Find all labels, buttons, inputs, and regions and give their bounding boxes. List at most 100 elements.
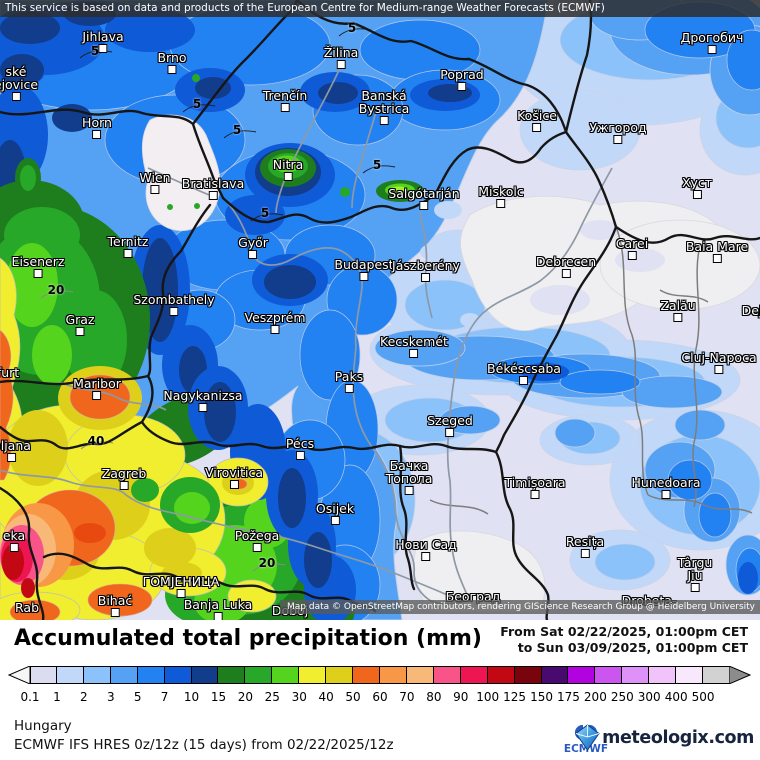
city-marker	[404, 486, 414, 495]
city-marker	[9, 543, 19, 552]
scale-tick-label: 50	[345, 690, 361, 704]
city-marker	[330, 516, 340, 525]
city-label: Debrecen	[536, 255, 596, 278]
scale-segment	[190, 666, 219, 684]
city-label: Zagreb	[102, 467, 146, 490]
city-label: Salgótarján	[388, 187, 460, 210]
city-marker	[530, 490, 540, 499]
city-label: eka	[3, 529, 25, 552]
city-marker	[409, 349, 419, 358]
scale-segment	[217, 666, 246, 684]
meteologix-logo[interactable]: meteologix.com	[575, 724, 754, 751]
city-marker	[11, 92, 21, 101]
city-label: Trenčín	[263, 89, 307, 112]
city-marker	[110, 608, 120, 617]
city-label: Carei	[616, 237, 648, 260]
scale-tick-label: 10	[183, 690, 200, 704]
scale-tick-label: 90	[453, 690, 469, 704]
city-label: Nagykanizsa	[163, 389, 243, 412]
contour-value-label: 5	[90, 44, 100, 58]
contour-value-label: 20	[258, 556, 276, 570]
scale-segment	[513, 666, 542, 684]
scale-tick-label: 30	[291, 690, 307, 704]
scale-tick-label: 40	[318, 690, 334, 704]
city-marker	[248, 250, 258, 259]
city-marker	[98, 44, 108, 53]
city-marker	[198, 403, 208, 412]
city-marker	[379, 116, 389, 125]
city-label: Cluj-Napoca	[681, 351, 757, 374]
legend-title: Accumulated total precipitation (mm)	[14, 626, 482, 651]
valid-from: From Sat 02/22/2025, 01:00pm CET	[500, 624, 748, 639]
city-label: Poprad	[440, 68, 484, 91]
city-marker	[673, 313, 683, 322]
scale-segment	[486, 666, 515, 684]
precipitation-color-scale: 0.1 1 2 3 5 7 10 15 20 25 30 40 50 60 70 80 90 100 125 150 1…	[8, 666, 752, 712]
city-marker	[280, 103, 290, 112]
city-marker	[519, 376, 529, 385]
city-label: Zalău	[660, 299, 696, 322]
scale-tick-label: 25	[264, 690, 280, 704]
city-marker	[419, 201, 429, 210]
city-marker	[445, 428, 455, 437]
city-marker	[169, 307, 179, 316]
city-label: Resița	[566, 535, 604, 558]
city-marker	[561, 269, 571, 278]
precipitation-map: This service is based on data and produc…	[0, 0, 760, 620]
city-marker	[627, 251, 637, 260]
scale-segment	[82, 666, 111, 684]
city-marker	[421, 552, 431, 561]
city-marker	[692, 190, 702, 199]
scale-segment	[594, 666, 623, 684]
scale-tick-label: 125	[503, 690, 527, 704]
city-marker	[123, 249, 133, 258]
city-marker	[714, 365, 724, 374]
city-label: Wien	[139, 171, 171, 194]
city-label: Banja Luka	[184, 598, 252, 620]
city-marker	[359, 272, 369, 281]
city-label: Brno	[157, 51, 187, 74]
city-marker	[33, 269, 43, 278]
city-label: Szeged	[427, 414, 473, 437]
city-label: Eisenerz	[12, 255, 64, 278]
city-label: Košice	[517, 109, 557, 132]
city-marker	[167, 65, 177, 74]
city-label: Pécs	[286, 437, 314, 460]
city-marker	[532, 123, 542, 132]
city-label: Ternitz	[108, 235, 148, 258]
map-attribution: Map data © OpenStreetMap contributors, r…	[280, 600, 760, 614]
scale-tick-label: 500	[691, 690, 715, 704]
city-label: Veszprém	[244, 311, 306, 334]
city-label: Budapest	[334, 258, 394, 281]
scale-segment	[702, 666, 730, 684]
scale-tick-label: 20	[237, 690, 254, 704]
city-marker	[92, 130, 102, 139]
city-marker	[92, 391, 102, 400]
city-label: Dej	[741, 303, 760, 318]
city-label: Graz	[65, 313, 95, 336]
city-marker	[252, 543, 262, 552]
city-marker	[213, 612, 223, 620]
city-label: furt	[0, 365, 20, 380]
city-marker	[176, 589, 186, 598]
city-label: skéejovice	[0, 65, 38, 101]
scale-segment	[459, 666, 488, 684]
scale-tick-label: 5	[133, 690, 142, 704]
contour-value-label: 5	[232, 123, 242, 137]
scale-tick-label: 70	[399, 690, 415, 704]
city-label: Požega	[235, 529, 279, 552]
scale-tick-label: 15	[210, 690, 227, 704]
city-label: Győr	[238, 236, 268, 259]
city-label: Хуст	[682, 176, 712, 199]
city-label: Rab	[14, 600, 40, 615]
meteologix-gem-icon	[575, 724, 600, 751]
valid-period: From Sat 02/22/2025, 01:00pm CET to Sun …	[500, 624, 748, 656]
scale-tick-label: 300	[637, 690, 661, 704]
city-label: Virovitica	[205, 466, 263, 489]
city-label: Horn	[82, 116, 112, 139]
scale-tick-label: 3	[106, 690, 115, 704]
city-label: Paks	[335, 370, 363, 393]
scale-tick-label: 250	[610, 690, 634, 704]
scale-tick-label: 2	[80, 690, 88, 704]
